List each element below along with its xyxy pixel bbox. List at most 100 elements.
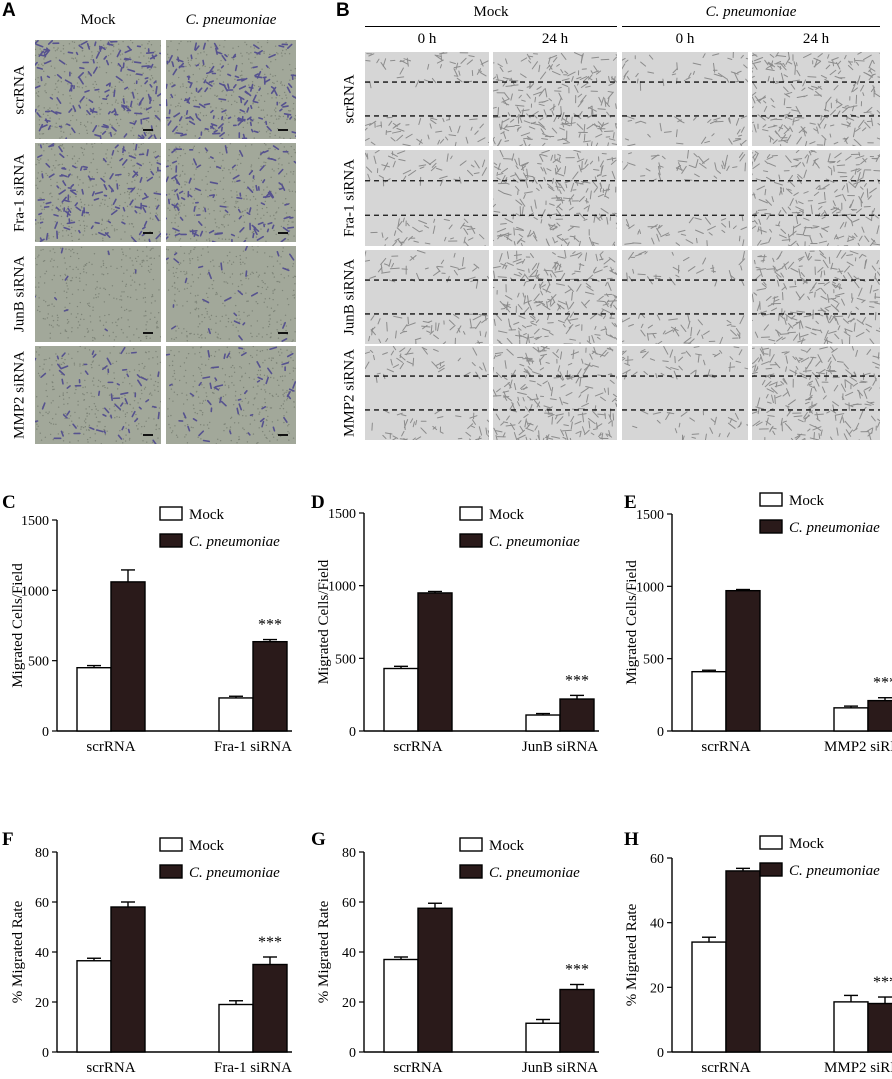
wound-healing-micrograph xyxy=(365,250,489,344)
wound-healing-micrograph xyxy=(622,150,748,246)
bar-mock xyxy=(525,714,561,732)
wound-healing-micrograph xyxy=(365,150,489,246)
x-tick-label: scrRNA xyxy=(701,739,750,755)
panel-b-time-header: 0 h xyxy=(675,31,695,47)
bar-cpn xyxy=(110,906,146,1053)
chart-d: D 0 500 1000 1500 Migrated Cells/Field scrRNA J… xyxy=(311,492,599,755)
bar-cpn xyxy=(252,640,288,732)
y-tick-label: 1000 xyxy=(21,584,49,599)
legend-label: Mock xyxy=(189,838,224,854)
bar-cpn xyxy=(867,1002,892,1053)
bar-cpn xyxy=(725,870,761,1053)
wound-healing-micrograph xyxy=(493,52,617,146)
transwell-micrograph xyxy=(35,246,161,342)
significance-marker: *** xyxy=(258,934,282,951)
wound-healing-micrograph xyxy=(365,346,489,440)
panel-b-time-header: 0 h xyxy=(417,31,437,47)
wound-healing-micrograph xyxy=(365,52,489,146)
y-tick-label: 1500 xyxy=(636,508,664,523)
legend-label: Mock xyxy=(489,507,524,523)
x-tick-label: MMP2 siRNA xyxy=(824,1060,892,1076)
bar-mock xyxy=(76,960,112,1053)
y-tick-label: 0 xyxy=(42,1046,49,1061)
bar-mock xyxy=(218,697,254,732)
panel-b-header-mock: Mock xyxy=(473,4,509,20)
wound-healing-micrograph xyxy=(493,150,617,246)
panel-a-header-mock: Mock xyxy=(80,12,116,28)
y-tick-label: 500 xyxy=(28,655,49,670)
y-tick-label: 1000 xyxy=(636,580,664,595)
bar-cpn xyxy=(110,581,146,732)
y-axis-label: Migrated Cells/Field xyxy=(316,559,332,684)
y-tick-label: 80 xyxy=(342,846,356,861)
legend-swatch xyxy=(159,837,183,852)
y-tick-label: 1500 xyxy=(328,507,356,522)
wound-healing-micrograph xyxy=(622,346,748,440)
panel-label: C xyxy=(2,492,16,513)
bar-cpn xyxy=(867,699,892,732)
transwell-micrograph xyxy=(166,40,296,139)
transwell-micrograph xyxy=(35,143,161,242)
bar-cpn xyxy=(725,589,761,732)
wound-healing-micrograph xyxy=(622,52,748,146)
bar-cpn xyxy=(559,698,595,732)
x-tick-label: scrRNA xyxy=(701,1060,750,1076)
legend-label: Mock xyxy=(789,493,824,509)
significance-marker: *** xyxy=(258,617,282,634)
bar-mock xyxy=(76,667,112,732)
y-tick-label: 20 xyxy=(650,981,664,996)
y-axis-label: % Migrated Rate xyxy=(316,900,332,1003)
legend-swatch xyxy=(759,519,783,534)
bar-cpn xyxy=(417,592,453,732)
chart-h: H 0 20 40 60 % Migrated Rate scrRNA MMP2 siRNA *… xyxy=(624,829,892,1076)
bar-mock xyxy=(383,958,419,1053)
x-tick-label: scrRNA xyxy=(86,739,135,755)
x-tick-label: MMP2 siRNA xyxy=(824,739,892,755)
legend-label: Mock xyxy=(789,836,824,852)
y-tick-label: 40 xyxy=(650,917,664,932)
y-axis-label: Migrated Cells/Field xyxy=(624,560,640,685)
chart-e: E 0 500 1000 1500 Migrated Cells/Field scrRNA M… xyxy=(624,492,892,755)
bar-cpn xyxy=(417,907,453,1053)
legend-swatch xyxy=(459,533,483,548)
legend-swatch xyxy=(459,506,483,521)
legend-label: C. pneumoniae xyxy=(189,865,280,881)
x-tick-label: Fra-1 siRNA xyxy=(214,1060,292,1076)
x-tick-label: Fra-1 siRNA xyxy=(214,739,292,755)
chart-g: G 0 20 40 60 80 % Migrated Rate scrRNA JunB siRN… xyxy=(311,829,599,1076)
y-tick-label: 500 xyxy=(335,652,356,667)
significance-marker: *** xyxy=(873,974,892,991)
panel-b-time-header: 24 h xyxy=(802,31,830,47)
panel-label-b: B xyxy=(336,0,350,21)
legend-swatch xyxy=(459,837,483,852)
wound-healing-micrograph xyxy=(752,250,880,344)
x-tick-label: JunB siRNA xyxy=(522,739,598,755)
y-tick-label: 0 xyxy=(349,1046,356,1061)
panel-b-header-line-mock xyxy=(365,26,617,27)
y-tick-label: 0 xyxy=(42,725,49,740)
y-tick-label: 500 xyxy=(643,653,664,668)
y-axis-label: % Migrated Rate xyxy=(624,903,640,1006)
legend-label: C. pneumoniae xyxy=(489,865,580,881)
significance-marker: *** xyxy=(565,962,589,979)
y-axis-label: % Migrated Rate xyxy=(10,900,26,1003)
transwell-micrograph xyxy=(35,40,161,139)
panel-b-header-line-cpn xyxy=(622,26,880,27)
bar-mock xyxy=(691,670,727,732)
y-tick-label: 40 xyxy=(35,946,49,961)
y-tick-label: 20 xyxy=(342,996,356,1011)
x-tick-label: JunB siRNA xyxy=(522,1060,598,1076)
y-tick-label: 0 xyxy=(657,725,664,740)
legend-label: Mock xyxy=(489,838,524,854)
legend-label: C. pneumoniae xyxy=(789,520,880,536)
bar-mock xyxy=(833,707,869,732)
wound-healing-micrograph xyxy=(752,52,880,146)
legend-swatch xyxy=(459,864,483,879)
legend-swatch xyxy=(159,864,183,879)
panel-label: D xyxy=(311,492,325,513)
legend-swatch xyxy=(159,506,183,521)
y-tick-label: 0 xyxy=(657,1046,664,1061)
transwell-micrograph xyxy=(166,246,296,342)
x-tick-label: scrRNA xyxy=(393,1060,442,1076)
